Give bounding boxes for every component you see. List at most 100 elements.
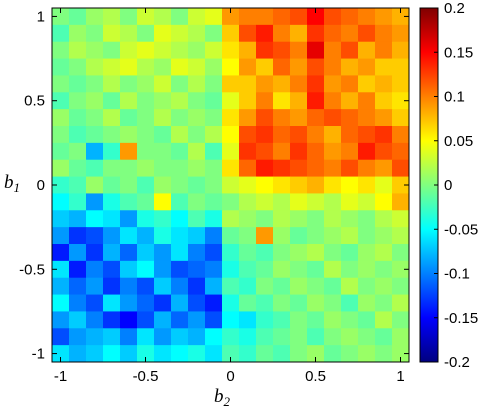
heatmap-cell: [154, 244, 172, 262]
heatmap-cell: [188, 8, 206, 26]
heatmap-cell: [273, 294, 291, 312]
heatmap-cell: [120, 58, 138, 76]
heatmap-cell: [137, 227, 155, 245]
heatmap-cell: [69, 58, 87, 76]
heatmap-cell: [222, 260, 240, 279]
heatmap-cell: [239, 92, 257, 110]
heatmap-cell: [103, 8, 121, 26]
heatmap-cell: [290, 142, 308, 161]
heatmap-cell: [222, 277, 240, 295]
y-tick-label: 0.5: [24, 93, 45, 110]
heatmap-cell: [120, 75, 138, 93]
heatmap-cell: [86, 24, 104, 43]
heatmap-cell: [392, 159, 410, 177]
heatmap-cell: [392, 193, 410, 211]
heatmap-cell: [375, 227, 393, 245]
heatmap-cell: [205, 176, 223, 194]
heatmap-cell: [290, 126, 308, 144]
heatmap-cell: [375, 328, 393, 346]
heatmap-cell: [137, 8, 155, 26]
heatmap-cell: [324, 92, 342, 110]
heatmap-cell: [290, 92, 308, 110]
heatmap-cell: [290, 159, 308, 177]
heatmap-cell: [358, 159, 376, 177]
heatmap-cell: [188, 92, 206, 110]
heatmap-cell: [239, 24, 257, 43]
heatmap-cell: [392, 126, 410, 144]
heatmap-cell: [171, 24, 189, 43]
heatmap-cell: [205, 24, 223, 43]
heatmap-cell: [69, 210, 87, 228]
heatmap-cell: [392, 58, 410, 76]
heatmap-cell: [137, 244, 155, 262]
heatmap-cell: [120, 126, 138, 144]
heatmap-cell: [188, 58, 206, 76]
heatmap-cell: [324, 193, 342, 211]
heatmap-cell: [103, 294, 121, 312]
heatmap-cell: [324, 277, 342, 295]
heatmap-cell: [137, 260, 155, 279]
heatmap-cell: [52, 92, 70, 110]
heatmap-cell: [324, 328, 342, 346]
heatmap-cell: [86, 8, 104, 26]
heatmap-cell: [69, 311, 87, 329]
heatmap-cell: [69, 176, 87, 194]
heatmap-cell: [171, 210, 189, 228]
heatmap-cell: [290, 345, 308, 363]
heatmap-cell: [205, 75, 223, 93]
heatmap-cell: [392, 8, 410, 26]
heatmap-cell: [273, 24, 291, 43]
heatmap-cell: [290, 277, 308, 295]
heatmap-cell: [69, 109, 87, 127]
heatmap-cell: [69, 345, 87, 363]
heatmap-cell: [273, 193, 291, 211]
heatmap-cell: [273, 176, 291, 194]
heatmap-cell: [137, 294, 155, 312]
heatmap-cell: [222, 159, 240, 177]
x-tick-label: 0.5: [305, 368, 326, 385]
heatmap-cell: [154, 260, 172, 279]
heatmap-cell: [86, 227, 104, 245]
heatmap-cell: [69, 227, 87, 245]
heatmap-cell: [205, 92, 223, 110]
heatmap-cell: [375, 210, 393, 228]
heatmap-cell: [86, 345, 104, 363]
heatmap-cell: [222, 210, 240, 228]
heatmap-cell: [69, 75, 87, 93]
heatmap-cell: [103, 244, 121, 262]
heatmap-cell: [103, 142, 121, 161]
heatmap-cell: [69, 294, 87, 312]
heatmap-cell: [52, 41, 70, 59]
heatmap-cell: [273, 142, 291, 161]
heatmap-cell: [137, 345, 155, 363]
heatmap-cell: [120, 311, 138, 329]
heatmap-cell: [69, 41, 87, 59]
heatmap-cell: [171, 260, 189, 279]
colorbar-tick-label: 0.15: [444, 44, 473, 61]
heatmap-cell: [222, 41, 240, 59]
heatmap-cell: [307, 244, 325, 262]
heatmap-cell: [154, 210, 172, 228]
heatmap-cell: [290, 58, 308, 76]
heatmap-cell: [222, 311, 240, 329]
heatmap-cell: [239, 210, 257, 228]
heatmap-cell: [52, 227, 70, 245]
heatmap-cell: [324, 159, 342, 177]
heatmap-cell: [137, 24, 155, 43]
heatmap-cell: [188, 142, 206, 161]
heatmap-cell: [256, 126, 274, 144]
heatmap-cell: [103, 328, 121, 346]
heatmap-cell: [120, 142, 138, 161]
heatmap-cell: [392, 328, 410, 346]
heatmap-cell: [324, 75, 342, 93]
heatmap-cell: [171, 92, 189, 110]
heatmap-cell: [86, 244, 104, 262]
heatmap-cell: [256, 8, 274, 26]
heatmap-cell: [375, 126, 393, 144]
colorbar-tick-label: -0.1: [444, 266, 470, 283]
heatmap-cell: [290, 8, 308, 26]
heatmap-cell: [341, 311, 359, 329]
heatmap-cell: [188, 109, 206, 127]
heatmap-cell: [392, 345, 410, 363]
